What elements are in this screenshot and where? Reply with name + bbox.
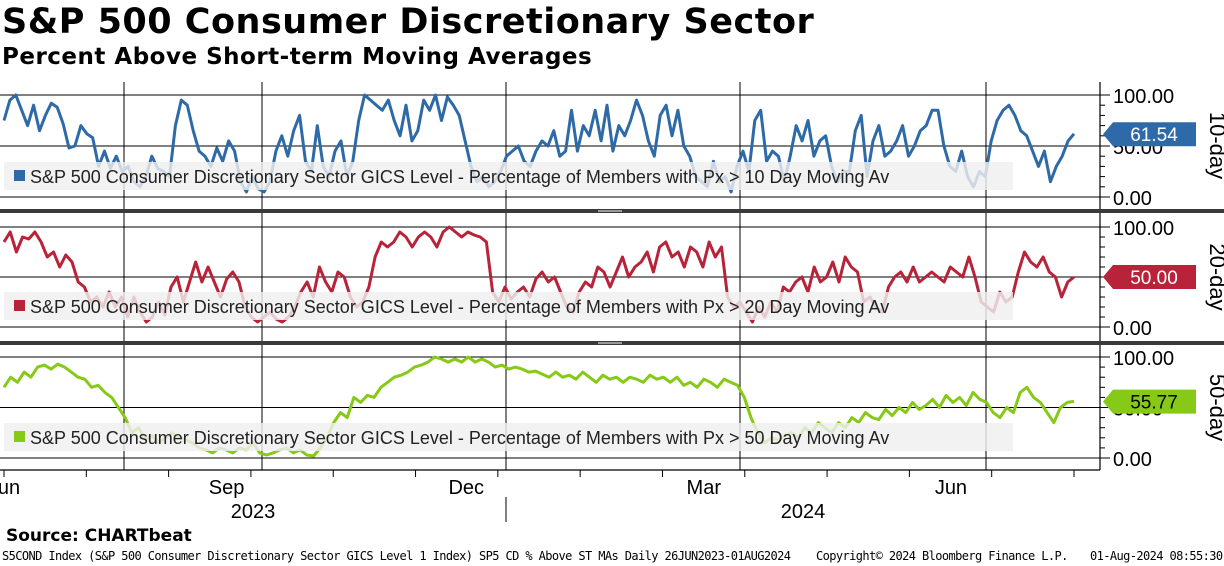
chart-title: S&P 500 Consumer Discretionary Sector <box>2 2 815 42</box>
y-tick-label: 100.00 <box>1113 218 1174 240</box>
timestamp-label: 01-Aug-2024 08:55:30 <box>1090 549 1223 563</box>
last-value-tag <box>1103 265 1196 289</box>
last-value-tag <box>1103 389 1196 414</box>
separator-grip <box>598 342 622 344</box>
y-tick-label: 100.00 <box>1113 86 1174 108</box>
y-tick-label: 0.00 <box>1113 318 1152 340</box>
last-value-label: 61.54 <box>1130 125 1178 146</box>
legend-swatch <box>14 170 25 181</box>
y-tick-label: 0.00 <box>1113 449 1152 471</box>
series-line-10-day <box>2 93 1076 194</box>
source-label: Source: CHARTbeat <box>6 526 192 546</box>
legend-swatch <box>14 300 25 311</box>
legend-text: S&P 500 Consumer Discretionary Sector GI… <box>30 428 889 448</box>
y-tick-label: 100.00 <box>1113 348 1174 370</box>
copyright-label: Copyright© 2024 Bloomberg Finance L.P. <box>816 549 1068 563</box>
legend-box <box>4 162 1013 190</box>
separator-grip <box>598 210 622 212</box>
panel-label: 50-day <box>1205 374 1224 441</box>
legend-box <box>4 292 1013 320</box>
chart-subtitle: Percent Above Short-term Moving Averages <box>2 44 593 70</box>
legend-text: S&P 500 Consumer Discretionary Sector GI… <box>30 297 889 317</box>
index-description: S5COND Index (S&P 500 Consumer Discretio… <box>2 549 791 563</box>
legend-text: S&P 500 Consumer Discretionary Sector GI… <box>30 167 889 187</box>
last-value-label: 50.00 <box>1130 268 1178 289</box>
last-value-label: 55.77 <box>1130 393 1178 414</box>
x-tick-label: Dec <box>448 477 484 499</box>
x-tick-label: Mar <box>687 477 722 499</box>
last-value-tag <box>1103 122 1196 147</box>
x-tick-label: Jun <box>0 477 20 499</box>
panel-20-day: 100.00 50.00 0.00 20-day S&P 500 Consumer Di… <box>0 213 1224 341</box>
x-tick-label: Sep <box>209 477 245 499</box>
x-tick-label: Jun <box>935 477 967 499</box>
x-year-label: 2023 <box>231 501 276 523</box>
panel-label: 10-day <box>1205 112 1224 179</box>
y-tick-label: 0.00 <box>1113 188 1152 210</box>
x-year-label: 2024 <box>781 501 826 523</box>
legend-box <box>4 423 1013 451</box>
legend-swatch <box>14 431 25 442</box>
panel-label: 20-day <box>1205 243 1224 310</box>
